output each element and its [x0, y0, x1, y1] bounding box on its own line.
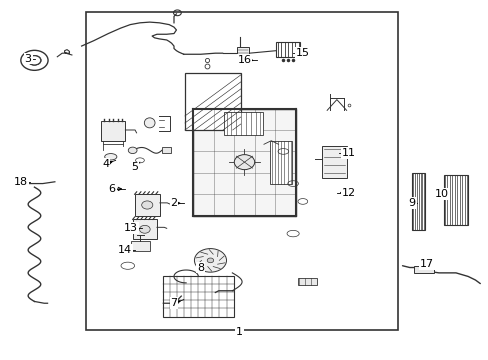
Text: 1: 1 — [236, 327, 243, 337]
Bar — [162, 148, 170, 153]
Bar — [86, 12, 397, 330]
Text: 11: 11 — [341, 148, 355, 158]
Bar — [134, 194, 160, 216]
Circle shape — [128, 147, 137, 154]
Circle shape — [142, 201, 153, 209]
Bar — [276, 42, 300, 57]
Bar — [443, 175, 467, 225]
Bar — [131, 241, 149, 251]
Bar — [237, 47, 249, 57]
Text: 2: 2 — [170, 198, 177, 208]
Bar — [163, 275, 233, 317]
Ellipse shape — [104, 154, 117, 160]
Text: 4: 4 — [102, 159, 109, 169]
Text: 17: 17 — [419, 259, 433, 269]
Ellipse shape — [144, 118, 155, 128]
Circle shape — [139, 225, 150, 233]
Text: 9: 9 — [408, 198, 415, 208]
Text: 3: 3 — [24, 54, 32, 64]
Text: 7: 7 — [170, 298, 177, 308]
Text: 13: 13 — [124, 223, 138, 233]
Bar — [193, 109, 295, 216]
Bar — [184, 73, 241, 130]
Text: 8: 8 — [197, 262, 204, 273]
Text: 18: 18 — [14, 177, 28, 187]
Text: 16: 16 — [237, 55, 251, 65]
Bar — [101, 121, 125, 141]
Text: 12: 12 — [341, 188, 355, 198]
Circle shape — [194, 249, 226, 272]
Circle shape — [234, 155, 254, 170]
Text: 14: 14 — [118, 245, 132, 255]
Text: 10: 10 — [433, 189, 447, 199]
Bar — [297, 278, 317, 285]
Bar — [224, 112, 263, 135]
Circle shape — [207, 258, 213, 263]
Bar — [322, 146, 346, 178]
Bar — [413, 266, 433, 273]
Text: 5: 5 — [131, 162, 138, 172]
Bar — [132, 220, 157, 239]
Text: 15: 15 — [295, 48, 309, 58]
Bar — [269, 141, 292, 184]
Bar — [411, 173, 425, 230]
Text: 6: 6 — [108, 184, 116, 194]
